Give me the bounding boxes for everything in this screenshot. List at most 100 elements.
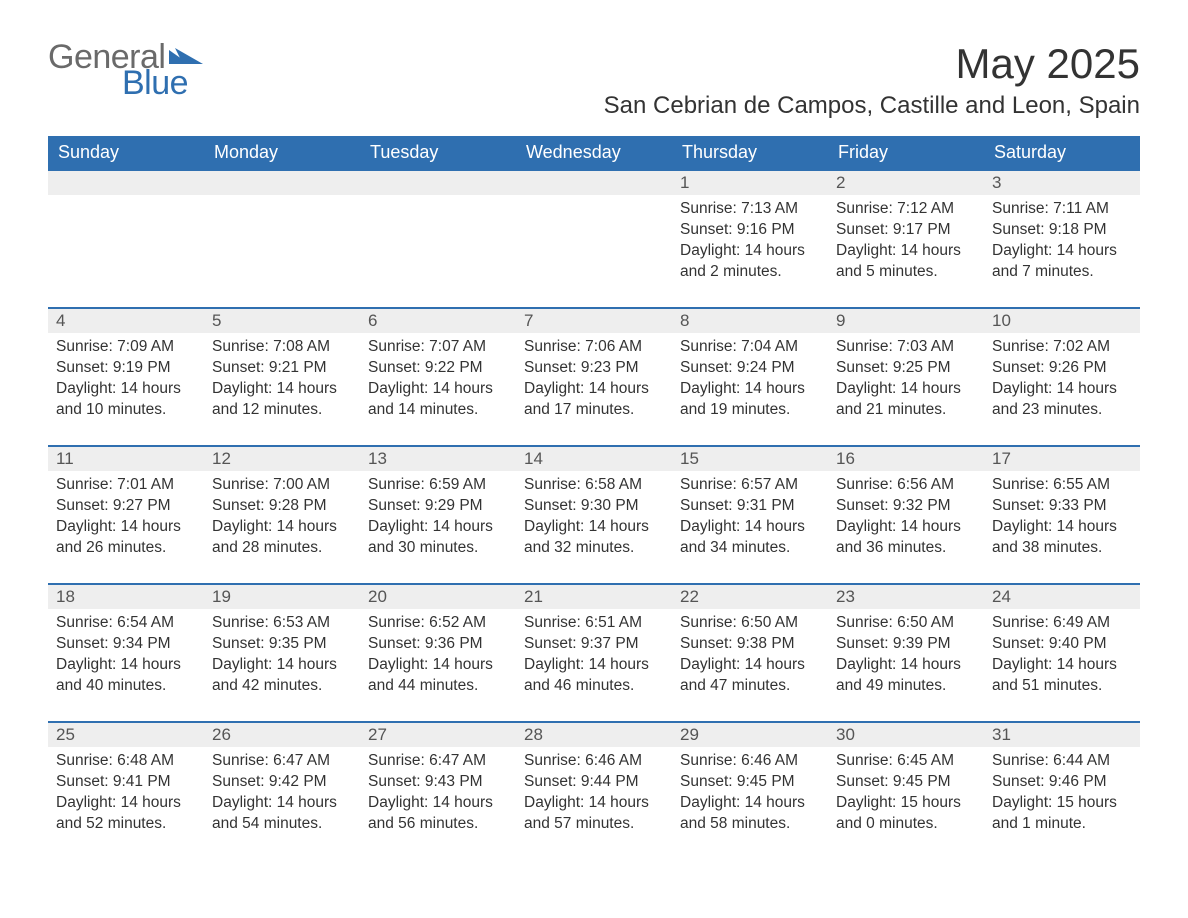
day-number: 26 [204, 723, 360, 747]
day-details: Sunrise: 7:04 AMSunset: 9:24 PMDaylight:… [672, 333, 828, 425]
calendar-week: 1Sunrise: 7:13 AMSunset: 9:16 PMDaylight… [48, 170, 1140, 308]
calendar-day-cell: 31Sunrise: 6:44 AMSunset: 9:46 PMDayligh… [984, 722, 1140, 860]
calendar-day-cell: 19Sunrise: 6:53 AMSunset: 9:35 PMDayligh… [204, 584, 360, 722]
calendar-day-cell: 30Sunrise: 6:45 AMSunset: 9:45 PMDayligh… [828, 722, 984, 860]
sunrise-line: Sunrise: 6:53 AM [212, 613, 352, 634]
day-number: 22 [672, 585, 828, 609]
calendar-day-cell: 12Sunrise: 7:00 AMSunset: 9:28 PMDayligh… [204, 446, 360, 584]
daylight-line: Daylight: 14 hours and 32 minutes. [524, 517, 664, 559]
daylight-line: Daylight: 14 hours and 52 minutes. [56, 793, 196, 835]
day-number: 9 [828, 309, 984, 333]
sunset-line: Sunset: 9:23 PM [524, 358, 664, 379]
sunset-line: Sunset: 9:26 PM [992, 358, 1132, 379]
calendar-week: 25Sunrise: 6:48 AMSunset: 9:41 PMDayligh… [48, 722, 1140, 860]
day-number: 24 [984, 585, 1140, 609]
day-number: 3 [984, 171, 1140, 195]
day-details: Sunrise: 7:11 AMSunset: 9:18 PMDaylight:… [984, 195, 1140, 287]
month-title: May 2025 [604, 40, 1140, 88]
sunset-line: Sunset: 9:42 PM [212, 772, 352, 793]
day-details: Sunrise: 7:08 AMSunset: 9:21 PMDaylight:… [204, 333, 360, 425]
sunrise-line: Sunrise: 6:54 AM [56, 613, 196, 634]
day-details: Sunrise: 6:59 AMSunset: 9:29 PMDaylight:… [360, 471, 516, 563]
daylight-line: Daylight: 14 hours and 57 minutes. [524, 793, 664, 835]
calendar-day-cell: 7Sunrise: 7:06 AMSunset: 9:23 PMDaylight… [516, 308, 672, 446]
day-number [48, 171, 204, 195]
sunset-line: Sunset: 9:40 PM [992, 634, 1132, 655]
weekday-header: Wednesday [516, 136, 672, 170]
calendar-day-cell: 13Sunrise: 6:59 AMSunset: 9:29 PMDayligh… [360, 446, 516, 584]
sunset-line: Sunset: 9:37 PM [524, 634, 664, 655]
daylight-line: Daylight: 15 hours and 1 minute. [992, 793, 1132, 835]
day-details: Sunrise: 6:56 AMSunset: 9:32 PMDaylight:… [828, 471, 984, 563]
calendar-day-cell: 3Sunrise: 7:11 AMSunset: 9:18 PMDaylight… [984, 170, 1140, 308]
sunset-line: Sunset: 9:32 PM [836, 496, 976, 517]
day-number: 31 [984, 723, 1140, 747]
day-details: Sunrise: 6:46 AMSunset: 9:44 PMDaylight:… [516, 747, 672, 839]
sunrise-line: Sunrise: 6:47 AM [212, 751, 352, 772]
daylight-line: Daylight: 14 hours and 42 minutes. [212, 655, 352, 697]
day-details: Sunrise: 6:55 AMSunset: 9:33 PMDaylight:… [984, 471, 1140, 563]
sunset-line: Sunset: 9:17 PM [836, 220, 976, 241]
day-details: Sunrise: 7:00 AMSunset: 9:28 PMDaylight:… [204, 471, 360, 563]
daylight-line: Daylight: 14 hours and 40 minutes. [56, 655, 196, 697]
day-number: 5 [204, 309, 360, 333]
sunrise-line: Sunrise: 6:52 AM [368, 613, 508, 634]
calendar-day-cell: 8Sunrise: 7:04 AMSunset: 9:24 PMDaylight… [672, 308, 828, 446]
calendar-day-cell: 17Sunrise: 6:55 AMSunset: 9:33 PMDayligh… [984, 446, 1140, 584]
calendar-day-cell: 21Sunrise: 6:51 AMSunset: 9:37 PMDayligh… [516, 584, 672, 722]
sunrise-line: Sunrise: 7:02 AM [992, 337, 1132, 358]
daylight-line: Daylight: 14 hours and 28 minutes. [212, 517, 352, 559]
sunset-line: Sunset: 9:24 PM [680, 358, 820, 379]
day-details: Sunrise: 6:50 AMSunset: 9:38 PMDaylight:… [672, 609, 828, 701]
sunrise-line: Sunrise: 6:46 AM [524, 751, 664, 772]
calendar-day-cell: 16Sunrise: 6:56 AMSunset: 9:32 PMDayligh… [828, 446, 984, 584]
sunrise-line: Sunrise: 6:49 AM [992, 613, 1132, 634]
sunrise-line: Sunrise: 6:48 AM [56, 751, 196, 772]
calendar-day-cell [516, 170, 672, 308]
sunset-line: Sunset: 9:44 PM [524, 772, 664, 793]
day-number: 25 [48, 723, 204, 747]
sunrise-line: Sunrise: 7:04 AM [680, 337, 820, 358]
sunset-line: Sunset: 9:19 PM [56, 358, 196, 379]
day-details: Sunrise: 6:57 AMSunset: 9:31 PMDaylight:… [672, 471, 828, 563]
daylight-line: Daylight: 14 hours and 26 minutes. [56, 517, 196, 559]
calendar-day-cell: 2Sunrise: 7:12 AMSunset: 9:17 PMDaylight… [828, 170, 984, 308]
day-number: 12 [204, 447, 360, 471]
day-number: 4 [48, 309, 204, 333]
sunrise-line: Sunrise: 6:56 AM [836, 475, 976, 496]
day-number: 8 [672, 309, 828, 333]
day-number [204, 171, 360, 195]
calendar-day-cell: 18Sunrise: 6:54 AMSunset: 9:34 PMDayligh… [48, 584, 204, 722]
day-details: Sunrise: 7:06 AMSunset: 9:23 PMDaylight:… [516, 333, 672, 425]
day-details: Sunrise: 7:07 AMSunset: 9:22 PMDaylight:… [360, 333, 516, 425]
day-details: Sunrise: 6:46 AMSunset: 9:45 PMDaylight:… [672, 747, 828, 839]
daylight-line: Daylight: 14 hours and 2 minutes. [680, 241, 820, 283]
sunrise-line: Sunrise: 6:46 AM [680, 751, 820, 772]
sunrise-line: Sunrise: 6:47 AM [368, 751, 508, 772]
day-details: Sunrise: 7:02 AMSunset: 9:26 PMDaylight:… [984, 333, 1140, 425]
sunset-line: Sunset: 9:31 PM [680, 496, 820, 517]
daylight-line: Daylight: 14 hours and 21 minutes. [836, 379, 976, 421]
brand-logo: General Blue [48, 40, 203, 100]
day-details: Sunrise: 6:58 AMSunset: 9:30 PMDaylight:… [516, 471, 672, 563]
calendar-day-cell: 14Sunrise: 6:58 AMSunset: 9:30 PMDayligh… [516, 446, 672, 584]
sunset-line: Sunset: 9:22 PM [368, 358, 508, 379]
daylight-line: Daylight: 14 hours and 47 minutes. [680, 655, 820, 697]
sunrise-line: Sunrise: 7:08 AM [212, 337, 352, 358]
calendar-day-cell: 6Sunrise: 7:07 AMSunset: 9:22 PMDaylight… [360, 308, 516, 446]
day-details: Sunrise: 7:01 AMSunset: 9:27 PMDaylight:… [48, 471, 204, 563]
title-block: May 2025 San Cebrian de Campos, Castille… [604, 40, 1140, 130]
calendar-day-cell: 20Sunrise: 6:52 AMSunset: 9:36 PMDayligh… [360, 584, 516, 722]
sunrise-line: Sunrise: 7:01 AM [56, 475, 196, 496]
day-number: 6 [360, 309, 516, 333]
calendar-day-cell: 4Sunrise: 7:09 AMSunset: 9:19 PMDaylight… [48, 308, 204, 446]
sunset-line: Sunset: 9:25 PM [836, 358, 976, 379]
sunset-line: Sunset: 9:28 PM [212, 496, 352, 517]
day-number [360, 171, 516, 195]
day-number: 23 [828, 585, 984, 609]
daylight-line: Daylight: 14 hours and 19 minutes. [680, 379, 820, 421]
day-details: Sunrise: 6:47 AMSunset: 9:43 PMDaylight:… [360, 747, 516, 839]
sunrise-line: Sunrise: 6:44 AM [992, 751, 1132, 772]
calendar-day-cell: 25Sunrise: 6:48 AMSunset: 9:41 PMDayligh… [48, 722, 204, 860]
day-number: 2 [828, 171, 984, 195]
